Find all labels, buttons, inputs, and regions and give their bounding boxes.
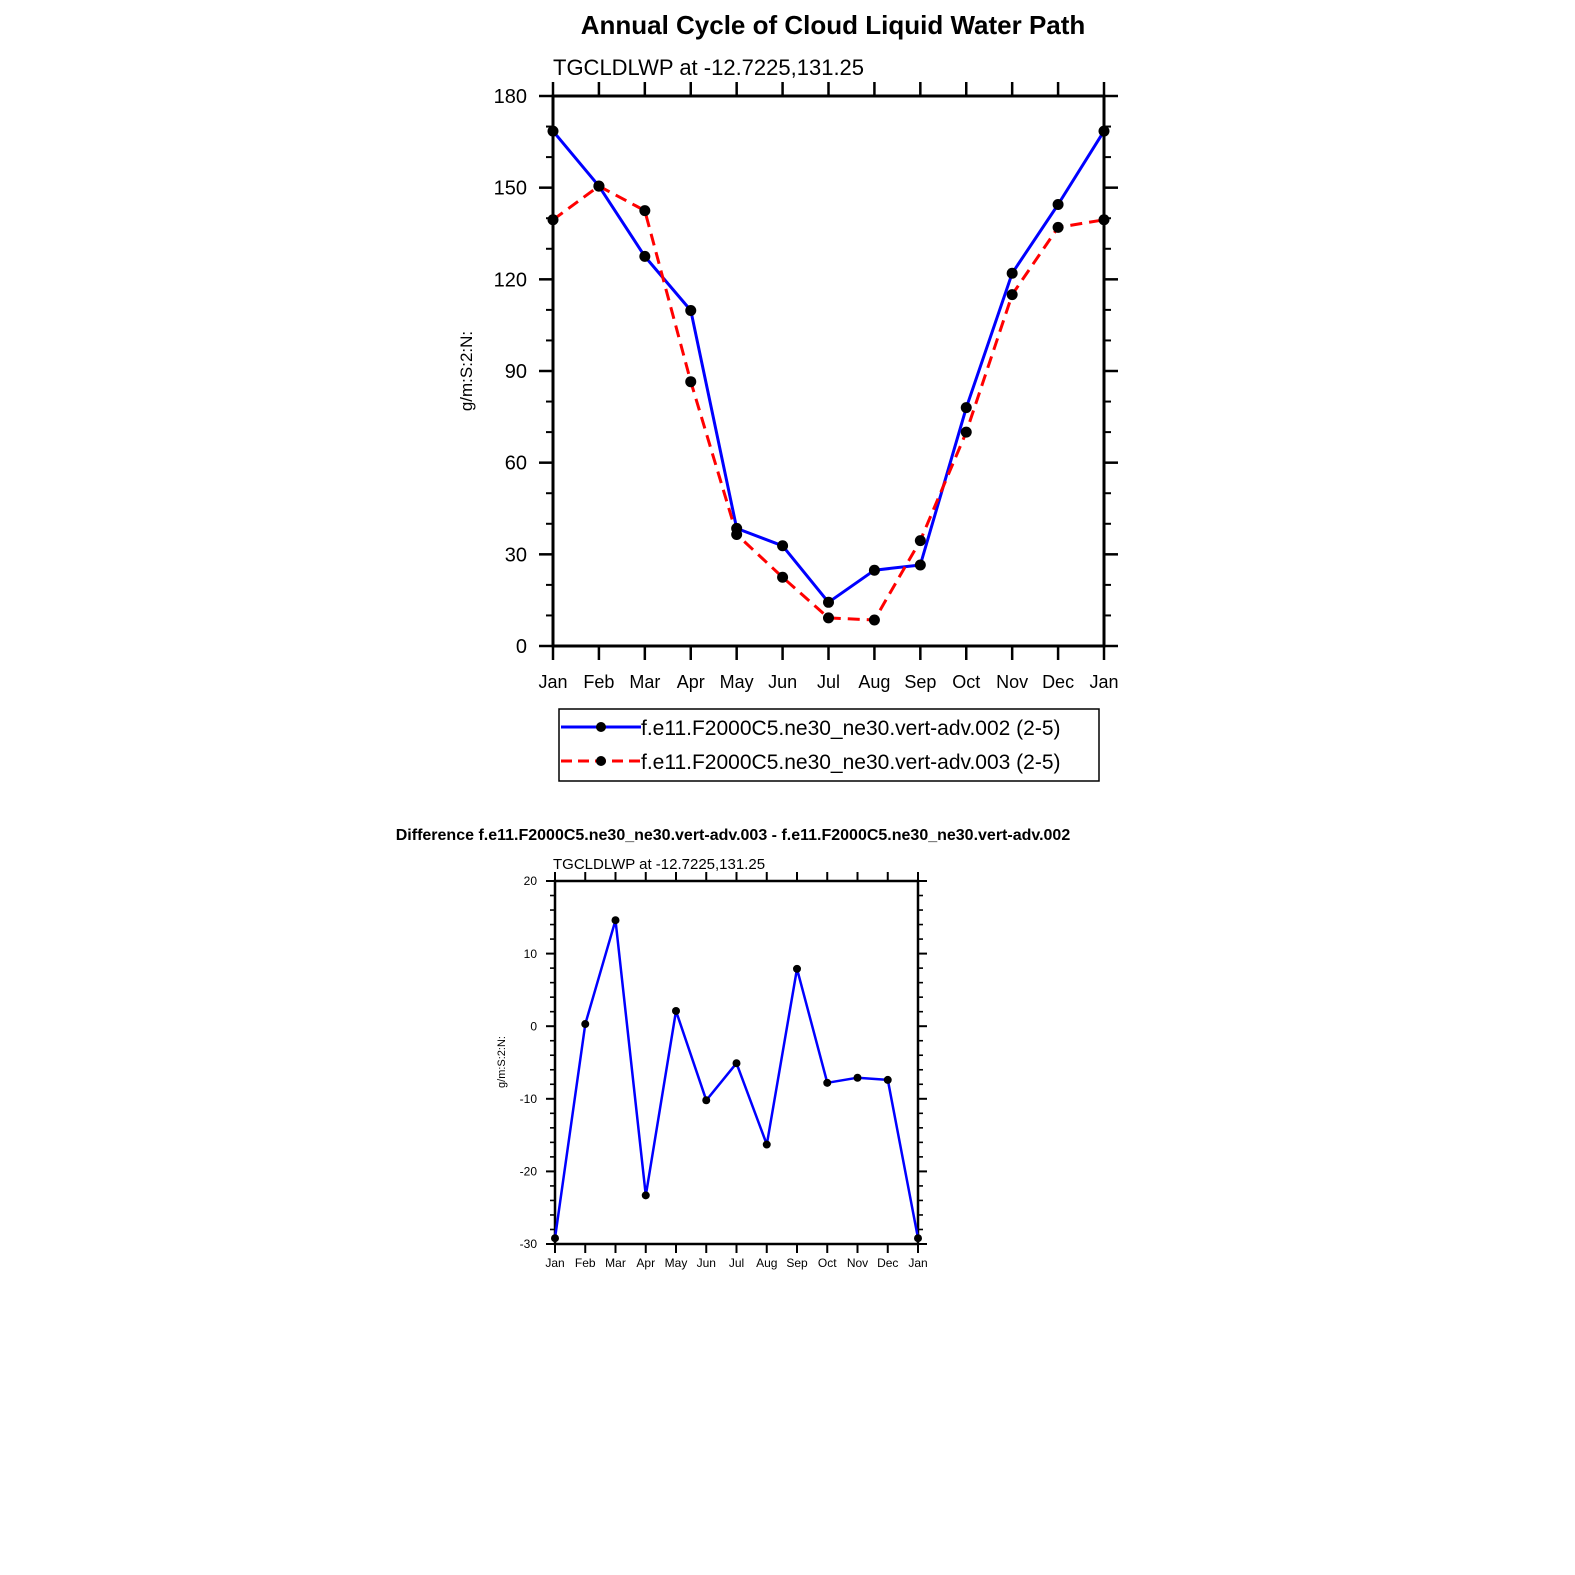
data-point-series-1: [611, 916, 620, 925]
x-tick-label: Jul: [729, 1256, 744, 1270]
x-tick-label: Aug: [756, 1256, 777, 1270]
y-tick-label: 90: [505, 361, 527, 383]
x-tick-label: Mar: [629, 672, 660, 692]
y-tick-label: 60: [505, 453, 527, 475]
data-point-series-1: [883, 1075, 892, 1084]
plot-frame: [551, 94, 1106, 648]
y-tick-label: 120: [494, 269, 527, 291]
data-point-series-1: [823, 596, 834, 608]
data-point-series-1: [914, 1234, 922, 1243]
data-point-series-2: [823, 612, 834, 624]
x-tick-label: Dec: [877, 1256, 898, 1270]
x-tick-label: Jan: [545, 1256, 564, 1270]
data-point-series-2: [1006, 289, 1018, 301]
diff-chart-subtitle: TGCLDLWP at -12.7225,131.25: [553, 856, 765, 873]
legend-marker-series-2: [596, 756, 606, 766]
data-point-series-1: [1098, 125, 1110, 137]
data-point-series-2: [547, 214, 559, 226]
data-point-series-1: [1006, 267, 1018, 279]
data-point-series-1: [823, 1078, 832, 1087]
data-point-series-2: [593, 180, 605, 192]
data-point-series-2: [639, 205, 651, 217]
x-tick-label: Jan: [1089, 672, 1118, 692]
y-tick-label: -10: [520, 1092, 538, 1106]
data-point-series-1: [914, 559, 926, 571]
x-tick-label: Nov: [847, 1256, 868, 1270]
diff-chart-title: Difference f.e11.F2000C5.ne30_ne30.vert-…: [396, 827, 1071, 844]
y-tick-label: 150: [494, 178, 527, 200]
data-point-series-1: [732, 1059, 741, 1068]
series-line-1: [551, 130, 1106, 604]
data-point-series-1: [960, 402, 972, 414]
x-tick-label: Feb: [575, 1256, 596, 1270]
diff-y-axis-label: g/m:S:2:N:: [496, 1036, 508, 1088]
legend-box: [558, 708, 1100, 782]
y-tick-label: -20: [520, 1165, 538, 1179]
data-point-series-1: [581, 1020, 590, 1029]
data-point-series-1: [551, 1234, 559, 1243]
x-tick-label: Sep: [786, 1256, 808, 1270]
data-point-series-1: [793, 964, 801, 973]
x-tick-label: Apr: [677, 672, 705, 692]
y-axis-label: g/m:S:2:N:: [457, 331, 476, 411]
x-tick-label: May: [665, 1256, 688, 1270]
data-point-series-2: [1052, 221, 1064, 233]
legend: f.e11.F2000C5.ne30_ne30.vert-adv.002 (2-…: [558, 708, 1100, 782]
y-tick-label: 0: [516, 636, 527, 658]
x-tick-label: Aug: [858, 672, 890, 692]
data-point-series-1: [777, 540, 789, 552]
y-tick-label: 0: [530, 1019, 537, 1033]
data-point-series-2: [777, 571, 789, 583]
x-tick-label: Feb: [583, 672, 614, 692]
x-tick-label: Oct: [818, 1256, 837, 1270]
x-tick-label: Jul: [817, 672, 840, 692]
data-point-series-1: [853, 1073, 862, 1082]
series-line-2: [552, 184, 1105, 622]
x-tick-label: Apr: [636, 1256, 655, 1270]
x-tick-label: Jan: [908, 1256, 927, 1270]
y-tick-label: 10: [524, 947, 538, 961]
plot-area-difference: Jan Feb Mar Apr May Jun Jul Aug Sep Oct Nov Dec Jan-…: [520, 872, 928, 1270]
legend-label-series-1: f.e11.F2000C5.ne30_ne30.vert-adv.002 (2-…: [641, 717, 1061, 740]
data-point-series-2: [914, 535, 926, 547]
data-point-series-2: [868, 614, 880, 626]
data-point-series-1: [762, 1140, 771, 1149]
data-point-series-1: [868, 564, 880, 576]
x-tick-label: Mar: [605, 1256, 626, 1270]
data-point-series-1: [639, 250, 651, 262]
legend-label-series-2: f.e11.F2000C5.ne30_ne30.vert-adv.003 (2-…: [641, 751, 1061, 774]
series-line-1: [553, 918, 920, 1239]
data-point-series-2: [731, 528, 743, 540]
plot-area-annual-cycle: Jan Feb Mar Apr May Jun Jul Aug Sep Oct Nov Dec Jan 0…: [494, 82, 1119, 692]
x-tick-label: Sep: [904, 672, 936, 692]
data-point-series-1: [702, 1096, 711, 1105]
legend-marker-series-1: [596, 722, 606, 732]
x-tick-label: Jun: [697, 1256, 716, 1270]
x-tick-label: Dec: [1042, 672, 1074, 692]
y-tick-label: 180: [494, 86, 527, 108]
x-tick-label: May: [720, 672, 754, 692]
data-point-series-2: [685, 376, 697, 388]
chart-subtitle: TGCLDLWP at -12.7225,131.25: [553, 55, 864, 80]
x-tick-label: Oct: [952, 672, 980, 692]
data-point-series-1: [1052, 198, 1064, 210]
x-tick-label: Jun: [768, 672, 797, 692]
y-tick-label: 30: [505, 544, 527, 566]
data-point-series-1: [641, 1191, 650, 1200]
x-tick-label: Nov: [996, 672, 1028, 692]
data-point-series-1: [672, 1006, 680, 1015]
chart-title: Annual Cycle of Cloud Liquid Water Path: [581, 10, 1086, 40]
data-point-series-1: [547, 125, 559, 137]
data-point-series-1: [685, 305, 697, 316]
y-tick-label: 20: [524, 874, 538, 888]
data-point-series-2: [1098, 214, 1110, 226]
y-tick-label: -30: [520, 1237, 538, 1251]
data-point-series-2: [960, 426, 972, 438]
x-tick-label: Jan: [538, 672, 567, 692]
